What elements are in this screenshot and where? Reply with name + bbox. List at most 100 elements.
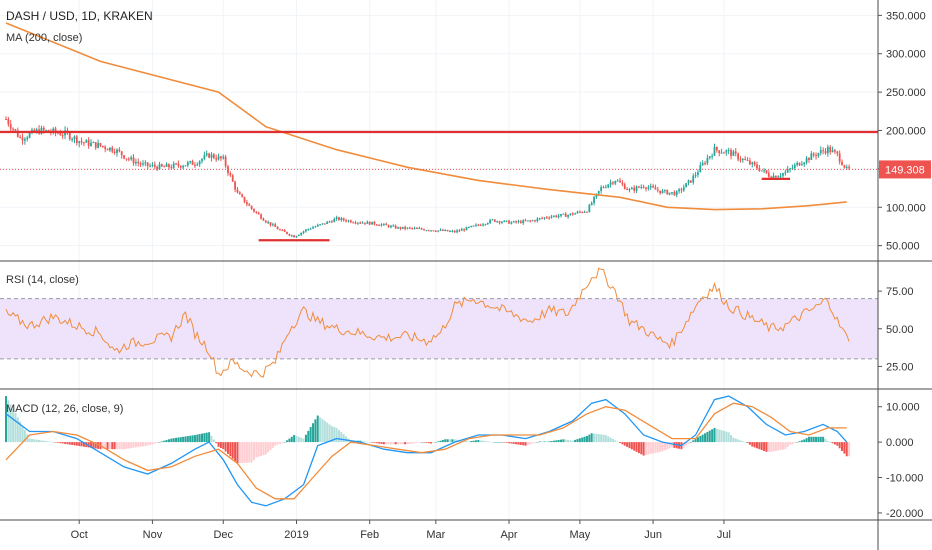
candle-body xyxy=(765,170,768,173)
macd-histogram-bar xyxy=(113,442,116,450)
candle-body xyxy=(642,186,645,188)
macd-histogram-bar xyxy=(510,442,513,444)
macd-histogram-bar xyxy=(841,442,844,451)
candle-body xyxy=(515,221,518,223)
macd-histogram-bar xyxy=(212,439,215,443)
candle-body xyxy=(734,151,737,154)
candle-body xyxy=(94,142,97,148)
candle-body xyxy=(416,227,418,229)
candle-body xyxy=(375,224,378,226)
macd-histogram-bar xyxy=(179,437,182,443)
candle-body xyxy=(234,181,236,190)
candle-body xyxy=(257,212,260,215)
macd-histogram-bar xyxy=(158,442,161,443)
candle-body xyxy=(297,234,300,237)
macd-histogram-bar xyxy=(805,438,808,443)
macd-histogram-bar xyxy=(245,442,248,463)
macd-histogram-bar xyxy=(191,435,194,443)
macd-histogram-bar xyxy=(229,442,232,457)
candle-body xyxy=(751,162,754,165)
macd-histogram-bar xyxy=(208,432,211,443)
macd-histogram-bar xyxy=(399,442,402,445)
macd-histogram-bar xyxy=(746,442,749,443)
candle-body xyxy=(680,189,683,191)
macd-histogram-bar xyxy=(94,442,97,449)
macd-histogram-bar xyxy=(472,440,475,443)
candle-body xyxy=(153,164,156,167)
macd-histogram-bar xyxy=(278,442,281,444)
macd-histogram-bar xyxy=(430,442,433,444)
macd-histogram-bar xyxy=(252,442,255,460)
candle-body xyxy=(241,194,244,197)
candle-body xyxy=(201,158,203,162)
candle-body xyxy=(326,221,329,224)
macd-histogram-bar xyxy=(297,436,300,443)
candle-body xyxy=(640,186,643,188)
candle-body xyxy=(560,214,562,216)
candle-body xyxy=(682,187,685,191)
candle-body xyxy=(527,220,529,222)
macd-histogram-bar xyxy=(770,442,773,452)
candle-body xyxy=(484,224,487,226)
macd-histogram-bar xyxy=(423,442,426,443)
candle-body xyxy=(262,218,265,221)
candle-body xyxy=(104,146,107,149)
candle-body xyxy=(283,230,286,232)
macd-histogram-bar xyxy=(90,442,93,448)
candle-body xyxy=(451,230,454,232)
macd-indicator-label: MACD (12, 26, close, 9) xyxy=(6,403,123,415)
macd-histogram-bar xyxy=(576,439,579,443)
macd-histogram-bar xyxy=(19,421,22,443)
macd-line xyxy=(5,395,848,507)
candle-body xyxy=(28,133,31,138)
candle-body xyxy=(786,169,789,173)
macd-histogram-bar xyxy=(491,442,494,443)
macd-histogram-bar xyxy=(387,442,390,445)
candle-body xyxy=(531,220,534,222)
candle-body xyxy=(739,159,742,161)
macd-histogram-bar xyxy=(127,442,130,449)
candle-body xyxy=(371,221,373,225)
macd-histogram-bar xyxy=(786,442,789,447)
macd-histogram-bar xyxy=(810,436,813,443)
macd-histogram-bar xyxy=(793,442,796,443)
macd-pane[interactable]: MACD (12, 26, close, 9) xyxy=(5,395,851,507)
candle-body xyxy=(231,175,234,182)
candle-body xyxy=(168,164,170,168)
candle-body xyxy=(607,184,610,188)
candle-body xyxy=(99,143,102,146)
candle-body xyxy=(501,221,503,223)
candle-body xyxy=(576,211,579,214)
candle-body xyxy=(387,225,390,228)
macd-histogram-bar xyxy=(97,442,100,449)
candle-body xyxy=(425,230,428,232)
candle-body xyxy=(380,224,383,226)
candle-body xyxy=(602,187,605,189)
macd-histogram-bar xyxy=(120,442,123,450)
macd-histogram-bar xyxy=(831,442,834,444)
macd-histogram-bar xyxy=(262,442,265,456)
macd-histogram-bar xyxy=(687,442,690,444)
macd-histogram-bar xyxy=(309,427,312,443)
macd-histogram-bar xyxy=(756,442,759,449)
macd-histogram-bar xyxy=(590,433,593,443)
candle-body xyxy=(496,221,499,223)
candle-body xyxy=(33,129,36,133)
grid-layer xyxy=(0,0,878,520)
candle-body xyxy=(184,165,187,167)
candle-body xyxy=(465,227,468,231)
macd-histogram-bar xyxy=(389,442,392,445)
macd-histogram-bar xyxy=(541,441,544,443)
candle-body xyxy=(75,136,78,144)
macd-histogram-bar xyxy=(139,442,142,447)
candle-body xyxy=(730,149,732,156)
macd-histogram-bar xyxy=(293,435,296,443)
rsi-pane[interactable]: RSI (14, close) xyxy=(0,267,878,378)
candle-body xyxy=(798,162,801,166)
macd-histogram-bar xyxy=(708,430,711,443)
main-pane[interactable]: DASH / USD, 1D, KRAKEN MA (200, close) xyxy=(0,9,878,242)
macd-histogram-bar xyxy=(337,430,340,443)
candle-body xyxy=(123,155,125,159)
macd-histogram-bar xyxy=(637,442,640,454)
